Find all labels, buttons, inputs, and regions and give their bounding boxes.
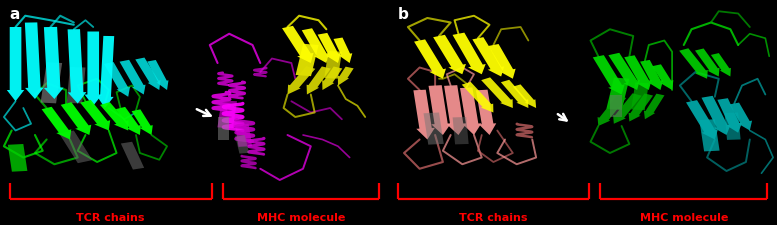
FancyArrow shape [472,37,504,76]
Text: TCR chains: TCR chains [76,213,145,223]
FancyArrow shape [695,48,720,76]
FancyArrow shape [624,55,652,90]
FancyArrow shape [481,77,513,108]
FancyArrow shape [287,66,315,94]
FancyArrow shape [488,44,516,79]
FancyArrow shape [452,33,486,74]
Text: TCR chains: TCR chains [459,213,528,223]
FancyArrow shape [593,55,625,94]
FancyArrow shape [120,60,145,94]
FancyArrow shape [131,109,153,135]
Bar [235,135,249,154]
FancyArrow shape [702,96,730,135]
FancyArrow shape [476,90,497,135]
FancyArrow shape [444,85,466,135]
FancyArrow shape [413,90,435,140]
FancyArrow shape [68,29,86,104]
FancyArrow shape [104,62,130,97]
FancyArrow shape [318,33,340,63]
FancyArrow shape [501,80,528,108]
FancyArrow shape [333,38,352,63]
Bar [8,144,27,172]
Bar [121,142,145,170]
FancyArrow shape [460,87,482,135]
Bar [235,124,252,147]
FancyArrow shape [307,66,331,94]
FancyArrow shape [711,53,731,76]
FancyArrow shape [61,102,91,135]
Bar [606,77,629,110]
FancyArrow shape [462,82,493,112]
FancyArrow shape [679,48,708,79]
Bar [59,130,92,163]
FancyArrow shape [414,39,446,79]
Bar [725,112,740,140]
Bar [423,112,444,145]
FancyArrow shape [640,60,663,90]
FancyArrow shape [644,94,664,119]
FancyArrow shape [301,28,329,63]
FancyArrow shape [717,98,742,133]
Bar [453,117,469,144]
Bar [218,101,237,128]
FancyArrow shape [85,32,102,106]
FancyArrow shape [42,107,71,140]
FancyArrow shape [652,64,674,90]
FancyArrow shape [80,100,110,130]
Text: MHC molecule: MHC molecule [257,213,345,223]
Bar [40,62,62,103]
Bar [631,83,649,110]
FancyArrow shape [598,96,626,126]
FancyArrow shape [97,36,114,108]
FancyArrow shape [44,27,64,99]
FancyArrow shape [282,26,314,63]
FancyArrow shape [613,93,642,124]
FancyArrow shape [686,100,718,140]
Bar [218,117,229,140]
FancyArrow shape [100,102,128,130]
FancyArrow shape [148,60,169,90]
Bar [324,51,342,79]
Bar [699,119,720,151]
Text: b: b [398,7,409,22]
FancyArrow shape [429,85,451,135]
Text: MHC molecule: MHC molecule [639,213,728,223]
FancyArrow shape [116,107,141,135]
FancyArrow shape [629,93,653,122]
Bar [67,67,85,104]
FancyArrow shape [7,27,24,101]
Text: a: a [9,7,20,22]
FancyArrow shape [135,58,161,90]
FancyArrow shape [433,35,466,74]
Bar [295,44,319,76]
FancyArrow shape [608,53,640,90]
FancyArrow shape [730,103,752,130]
FancyArrow shape [338,67,354,86]
FancyArrow shape [513,84,536,108]
FancyArrow shape [25,22,44,99]
FancyArrow shape [322,67,343,90]
Bar [610,94,622,117]
